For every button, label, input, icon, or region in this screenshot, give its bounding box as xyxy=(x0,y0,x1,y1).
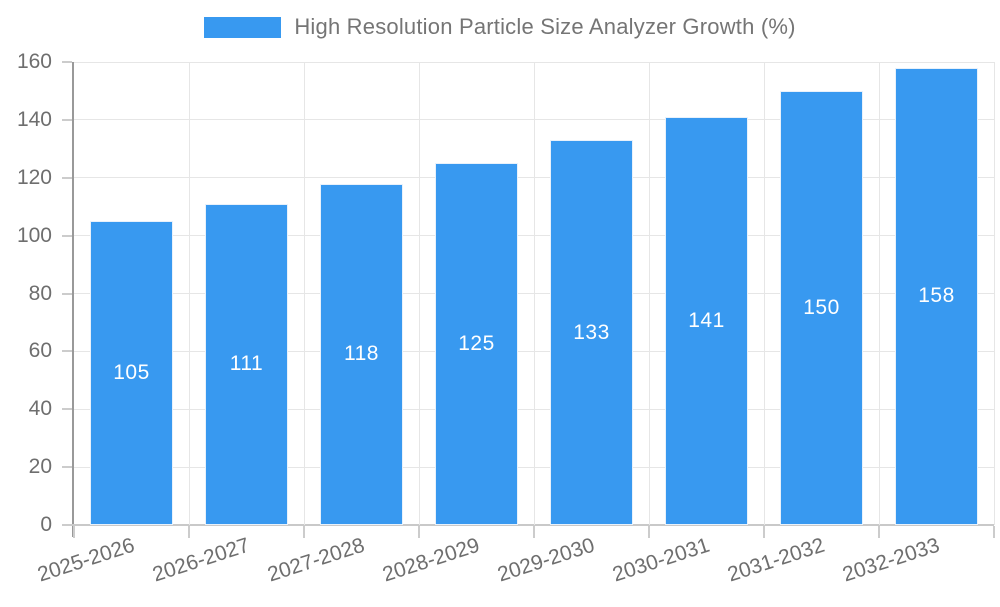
x-axis-tick xyxy=(303,526,305,538)
y-axis-line xyxy=(72,62,74,537)
y-axis-tick xyxy=(62,176,72,179)
plot-area: 105 111 118 125 133 141 150 158 xyxy=(74,61,995,525)
y-axis-tick xyxy=(62,408,72,411)
y-axis-tick xyxy=(62,292,72,295)
y-axis-tick xyxy=(62,524,72,526)
y-axis-label: 20 xyxy=(28,455,52,479)
bar-value-label: 111 xyxy=(229,352,264,376)
gridline-vertical xyxy=(303,62,305,525)
y-axis-label: 40 xyxy=(28,397,52,421)
bar-value-label: 133 xyxy=(573,320,610,344)
y-axis-tick xyxy=(62,350,72,353)
y-axis-tick xyxy=(62,61,72,63)
gridline-vertical xyxy=(533,62,535,525)
y-axis-label: 120 xyxy=(16,165,52,189)
legend-label: High Resolution Particle Size Analyzer G… xyxy=(294,14,796,39)
bar[interactable]: 111 xyxy=(205,203,288,525)
gridline-vertical xyxy=(648,62,650,525)
bar[interactable]: 133 xyxy=(550,140,633,525)
y-axis-label: 0 xyxy=(40,513,52,536)
y-axis-label: 100 xyxy=(16,223,52,247)
bar[interactable]: 118 xyxy=(320,183,403,525)
bar[interactable]: 105 xyxy=(90,221,173,525)
bar-value-label: 105 xyxy=(113,361,150,385)
y-axis-label: 160 xyxy=(16,50,52,73)
x-axis-tick xyxy=(648,526,650,538)
gridline-vertical xyxy=(418,62,420,525)
x-axis-line xyxy=(63,524,994,526)
x-axis-tick xyxy=(533,526,535,538)
y-axis-label: 60 xyxy=(28,339,52,363)
bar[interactable]: 125 xyxy=(435,163,518,525)
x-axis-tick xyxy=(993,526,995,538)
y-axis-tick xyxy=(62,466,72,469)
gridline-vertical xyxy=(188,62,190,525)
gridline-horizontal xyxy=(74,61,994,63)
x-axis-tick xyxy=(73,526,75,538)
bar-value-label: 141 xyxy=(688,308,725,332)
bar[interactable]: 150 xyxy=(780,90,863,525)
y-axis-tick xyxy=(62,118,72,121)
x-axis-tick xyxy=(188,526,190,538)
x-axis-tick xyxy=(878,526,880,538)
bar-value-label: 125 xyxy=(458,332,495,356)
gridline-vertical xyxy=(878,62,880,525)
bar-value-label: 150 xyxy=(803,295,840,319)
bar-value-label: 118 xyxy=(344,342,379,366)
bar-value-label: 158 xyxy=(918,284,955,308)
legend-swatch-icon xyxy=(204,16,282,38)
y-axis-tick xyxy=(62,234,72,237)
legend[interactable]: High Resolution Particle Size Analyzer G… xyxy=(0,14,1000,40)
y-axis-label: 80 xyxy=(28,281,52,305)
bar[interactable]: 158 xyxy=(895,67,978,525)
bar[interactable]: 141 xyxy=(665,116,748,525)
y-axis-label: 140 xyxy=(16,107,52,131)
gridline-vertical xyxy=(763,62,765,525)
x-axis-tick xyxy=(418,526,420,538)
gridline-vertical xyxy=(993,62,995,525)
x-axis-tick xyxy=(763,526,765,538)
